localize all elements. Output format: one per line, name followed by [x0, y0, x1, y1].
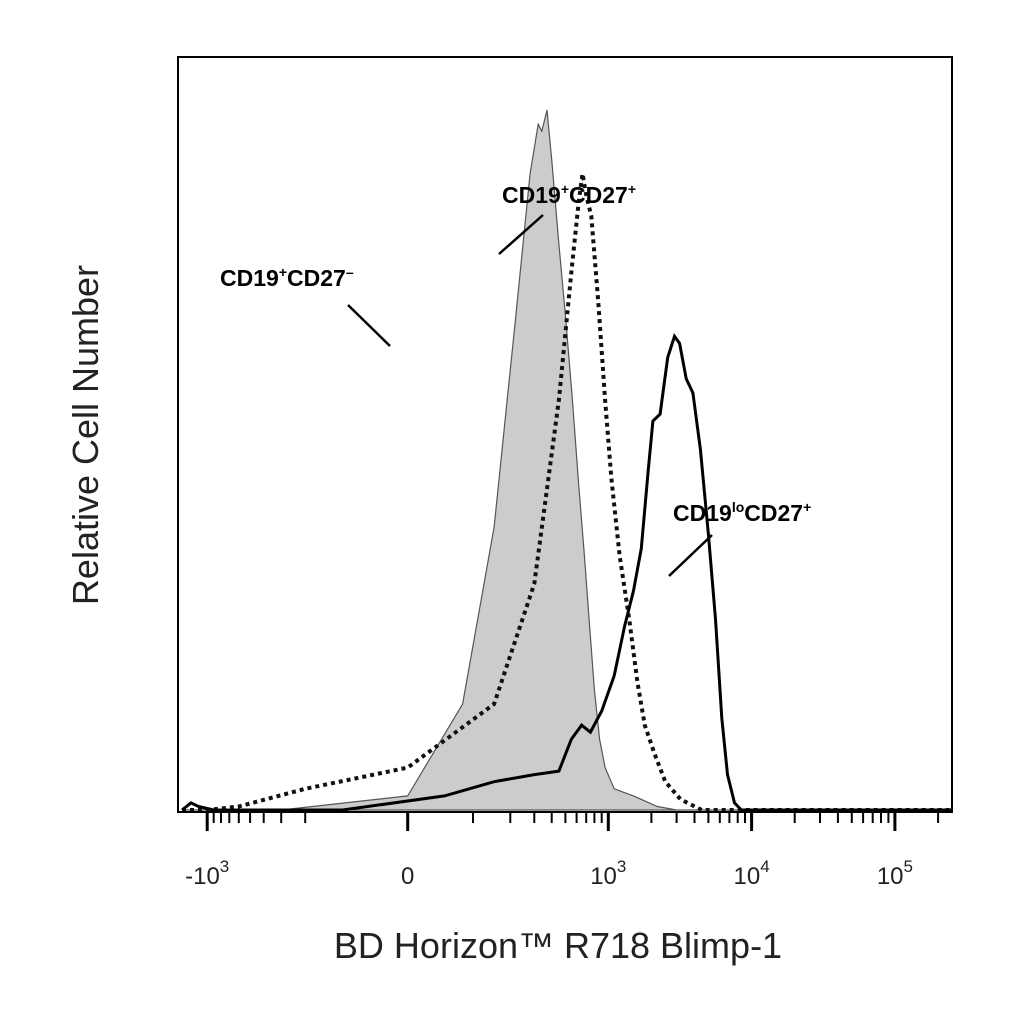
x-tick-label: -103 — [185, 857, 229, 890]
x-axis-tick-labels: -103 0 103 104 105 — [185, 857, 913, 890]
annotation-label-1: CD19+CD27+ — [502, 181, 636, 208]
annotation-leader-line-0 — [347, 304, 391, 347]
annotations: CD19+CD27– CD19+CD27+ CD19loCD27+ — [220, 181, 811, 577]
annotation-label-2: CD19loCD27+ — [673, 499, 811, 526]
annotation-label-0: CD19+CD27– — [220, 264, 354, 291]
x-tick-label: 0 — [401, 863, 414, 890]
series-layer — [181, 109, 952, 812]
x-axis-title: BD Horizon™ R718 Blimp-1 — [334, 925, 782, 966]
series-2-solid-histogram — [181, 333, 952, 812]
series-1-dotted-histogram — [182, 173, 952, 812]
series-0-filled-histogram — [182, 109, 952, 811]
x-axis-ticks — [205, 812, 940, 831]
x-tick-label: 105 — [877, 857, 913, 890]
x-tick-label: 104 — [734, 857, 770, 890]
y-axis-title: Relative Cell Number — [65, 265, 106, 605]
annotation-leader-line-1 — [498, 214, 544, 255]
annotation-leader-line-2 — [668, 534, 713, 577]
x-tick-label: 103 — [590, 857, 626, 890]
